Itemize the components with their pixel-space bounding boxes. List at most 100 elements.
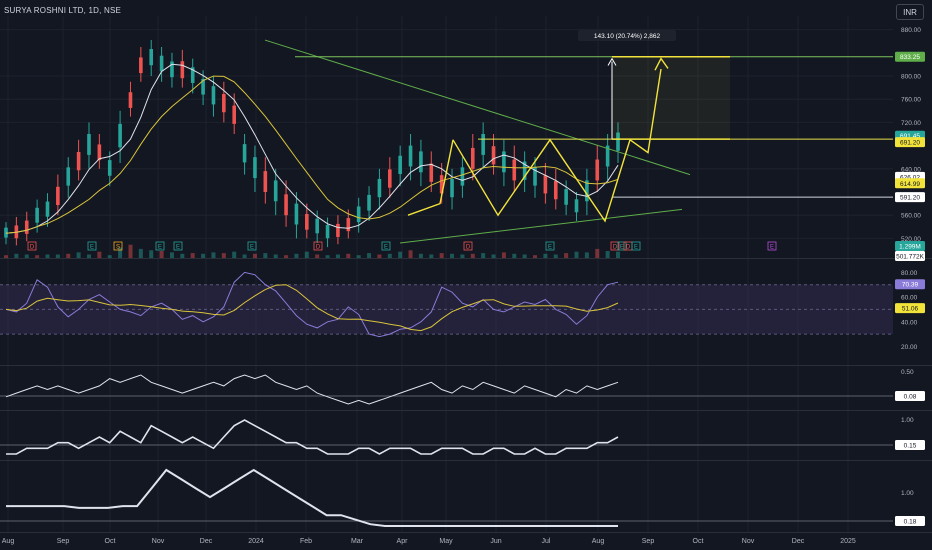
candle-body [294,203,299,225]
volume-bar [118,247,123,258]
candle-body [512,159,517,181]
volume-bar [232,251,237,258]
volume-bar [605,251,610,258]
volume-bar [284,255,289,258]
event-marker: E [770,245,774,251]
osc3-badge-label: 0.18 [904,519,917,526]
event-marker-box [87,241,97,251]
volume-bar [335,254,340,258]
measure-label: 143.10 (20.74%) 2,862 [594,33,661,40]
volume-bar [387,253,392,258]
volume-bar [616,251,620,258]
price-badge-label: 833.25 [900,54,920,61]
event-marker-box [463,241,473,251]
candle-body [325,224,330,239]
price-tick-label: 800.00 [901,74,921,81]
candle-body [97,144,102,161]
measure-box [612,56,730,140]
volume-bar [263,253,268,258]
volume-bar [356,255,361,258]
price-badge [895,241,925,251]
event-marker-box [610,241,620,251]
volume-bar [138,248,143,258]
price-badge-label: 591.20 [900,195,920,202]
x-tick-label: Sep [57,538,70,545]
candle-body [336,223,340,237]
price-badge-label: 614.99 [900,181,920,188]
candle-body [450,178,454,198]
candle-body [315,218,319,234]
volume-bar [221,253,226,258]
osc1-tick-label: 0.50 [901,369,914,376]
volume-bar [543,253,548,258]
volume-bar [76,252,81,258]
price-badge-label: 626.02 [900,174,920,181]
candle-body [56,186,60,206]
price-tick-label: 760.00 [901,97,921,104]
event-marker: E [90,245,94,251]
candle-body [107,160,112,176]
volume-bar [398,251,403,258]
x-tick-label: Dec [792,538,805,545]
volume-bar [501,252,506,258]
candle-body [533,167,537,186]
candle-body [470,147,475,169]
event-marker-box [767,241,777,251]
price-badge [895,178,925,189]
candle-body [429,163,434,182]
volume-bar [4,255,8,258]
osc1-badge [895,391,925,401]
rsi-badge [895,279,925,290]
measure-label-bg [578,30,676,41]
candle-body [201,78,205,95]
volume-bar [252,253,257,258]
x-tick-label: Oct [693,538,704,545]
x-tick-label: Mar [351,538,364,545]
x-tick-label: Sep [642,538,655,545]
candle-body [222,93,226,113]
volume-bar [450,253,455,258]
volume-bar [107,255,112,258]
candle-body [605,145,610,167]
event-marker: D [626,245,631,251]
candle-body [398,155,402,175]
volume-bar [408,250,413,258]
volume-bar [574,251,579,258]
candle-body [284,194,288,216]
volume-bar [14,253,19,258]
currency-button[interactable]: INR [896,4,924,20]
candle-body [190,67,195,83]
volume-bar [159,251,164,258]
volume-bar [97,251,102,258]
volume-bar [149,250,154,258]
rsi-badge-label: 51.06 [902,306,919,313]
event-marker-box [113,241,123,251]
price-badge-label: 691.20 [900,140,920,147]
price-badge [895,192,925,203]
rsi-tick-label: 60.00 [901,295,918,302]
x-tick-label: Nov [152,538,165,545]
osc3-line [6,468,618,527]
candle-body [139,57,143,74]
rsi-tick-label: 80.00 [901,270,918,277]
candle-body [128,92,133,108]
osc1-line [5,374,619,405]
candle-body [346,218,351,232]
volume-bar [315,254,320,258]
candle-body [159,55,164,72]
candle-body [543,175,548,194]
volume-bar [66,253,71,258]
rsi-badge-label: 70.39 [902,282,919,289]
event-marker-box [617,241,627,251]
volume-bar [325,255,330,258]
osc3-tick-label: 1.00 [901,490,914,497]
candle-body [491,146,496,165]
price-tick-label: 880.00 [901,27,921,34]
candle-body [180,61,185,79]
event-marker-box [313,241,323,251]
candle-body [305,214,309,230]
candle-body [170,61,174,78]
x-tick-label: Oct [105,538,116,545]
volume-bar [242,254,247,258]
